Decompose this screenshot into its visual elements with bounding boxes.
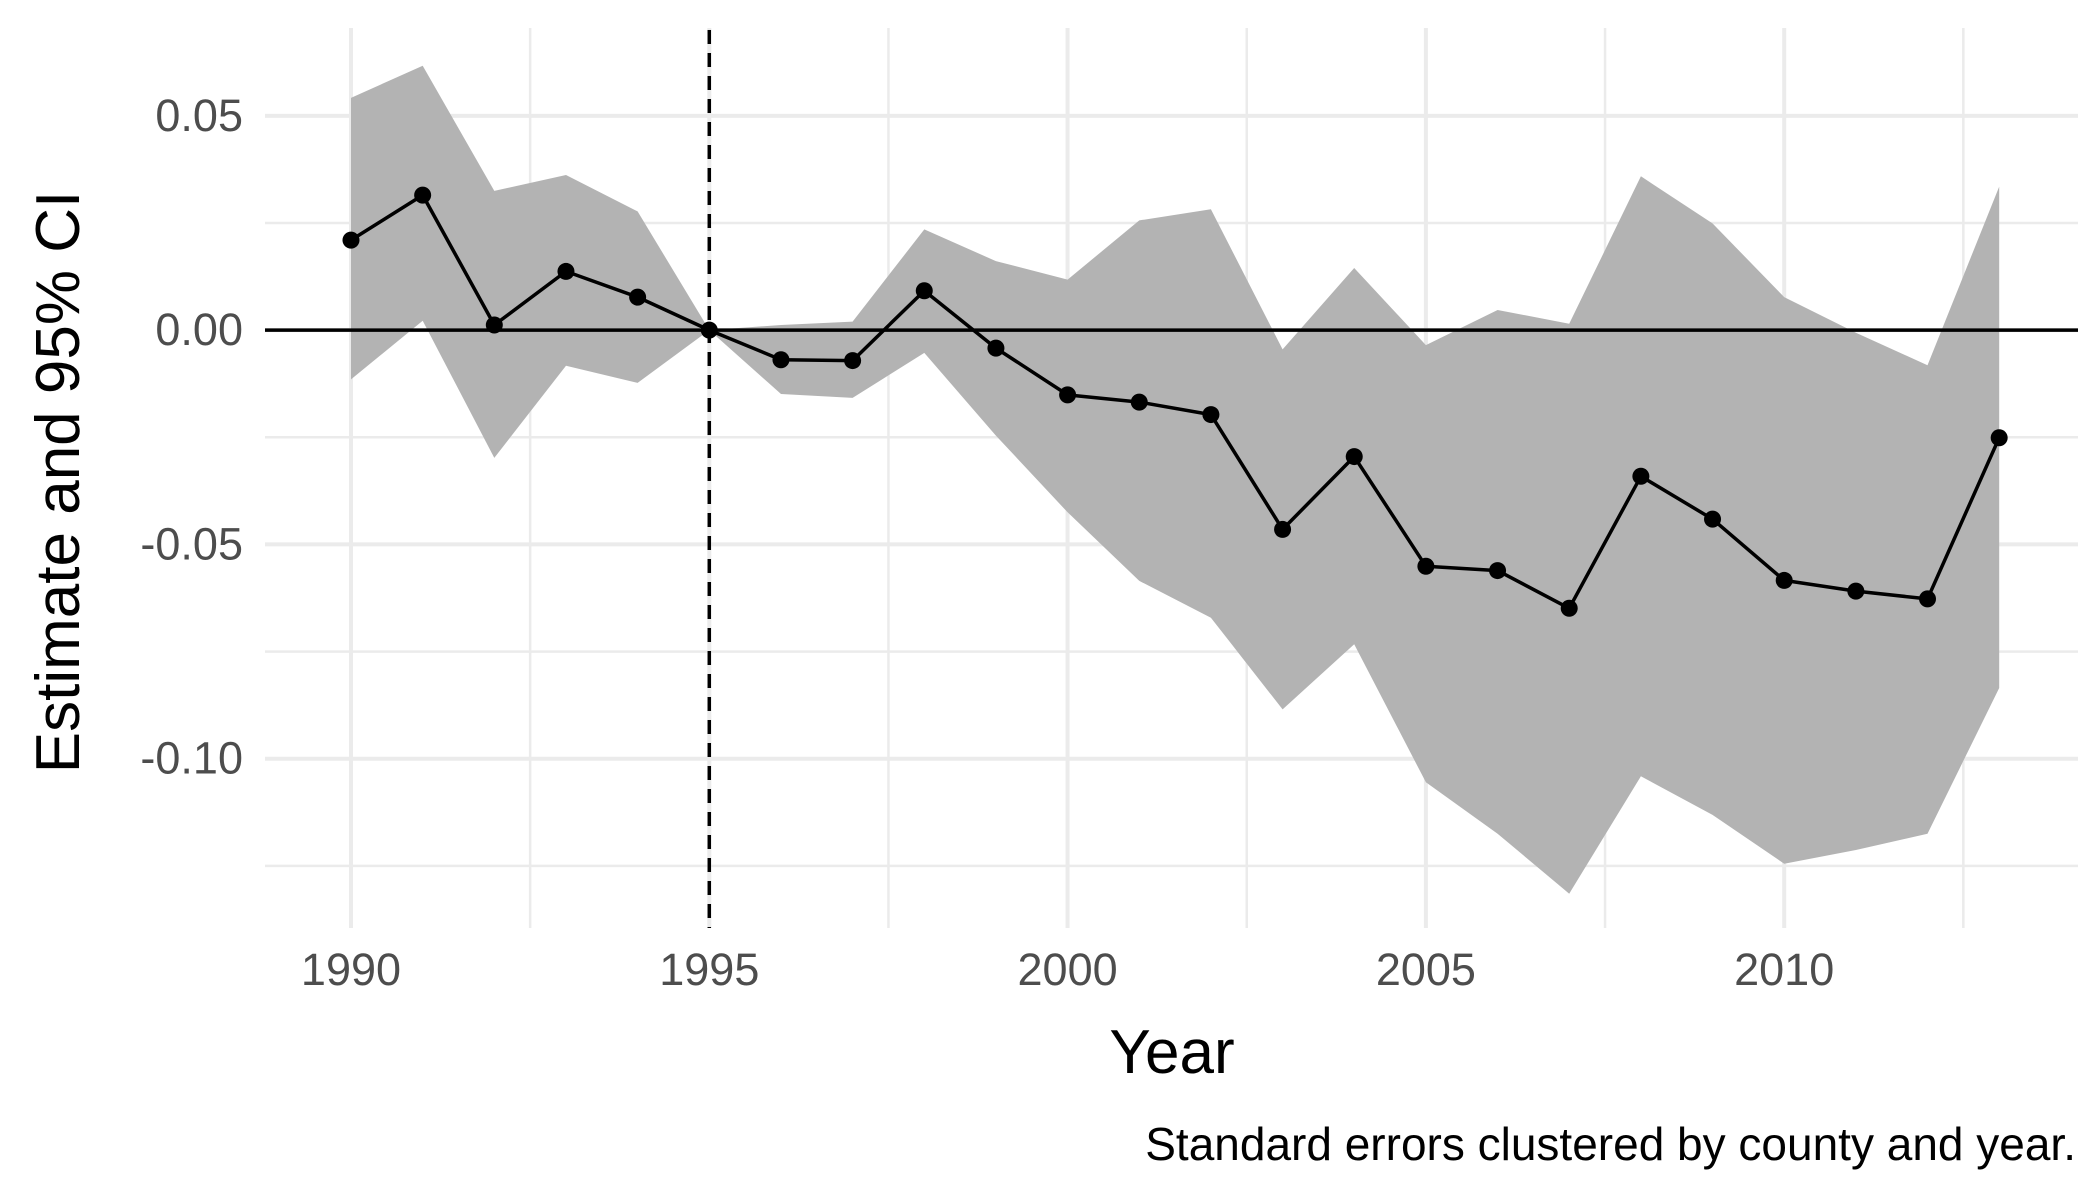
estimate-point	[987, 340, 1004, 357]
estimate-point	[557, 263, 574, 280]
x-tick-label: 2010	[1734, 944, 1834, 995]
y-tick-label: 0.05	[155, 90, 243, 141]
y-tick-label: 0.00	[155, 304, 243, 355]
estimate-point	[486, 317, 503, 334]
estimate-point	[1131, 394, 1148, 411]
estimate-point	[1776, 572, 1793, 589]
estimate-point	[1417, 558, 1434, 575]
estimate-point	[414, 187, 431, 204]
estimate-point	[1632, 468, 1649, 485]
y-tick-label: -0.10	[140, 733, 243, 784]
estimate-point	[629, 289, 646, 306]
estimate-point	[1059, 386, 1076, 403]
x-tick-label: 1995	[659, 944, 759, 995]
estimate-point	[1991, 429, 2008, 446]
estimate-point	[1919, 590, 1936, 607]
estimate-point	[701, 322, 718, 339]
estimate-point	[772, 351, 789, 368]
x-tick-label: 1990	[301, 944, 401, 995]
x-axis-title: Year	[1109, 1018, 1234, 1087]
estimate-point	[342, 232, 359, 249]
chart-caption: Standard errors clustered by county and …	[1145, 1118, 2076, 1170]
estimate-point	[1489, 562, 1506, 579]
estimate-point	[1847, 583, 1864, 600]
estimate-point	[1202, 406, 1219, 423]
estimate-point	[1704, 511, 1721, 528]
y-tick-label: -0.05	[140, 518, 243, 569]
x-tick-label: 2000	[1018, 944, 1118, 995]
estimate-point	[844, 352, 861, 369]
estimate-point	[1561, 600, 1578, 617]
x-tick-label: 2005	[1376, 944, 1476, 995]
estimate-point	[1274, 521, 1291, 538]
y-axis-title: Estimate and 95% CI	[24, 191, 93, 773]
estimate-point	[916, 282, 933, 299]
estimate-point	[1346, 448, 1363, 465]
